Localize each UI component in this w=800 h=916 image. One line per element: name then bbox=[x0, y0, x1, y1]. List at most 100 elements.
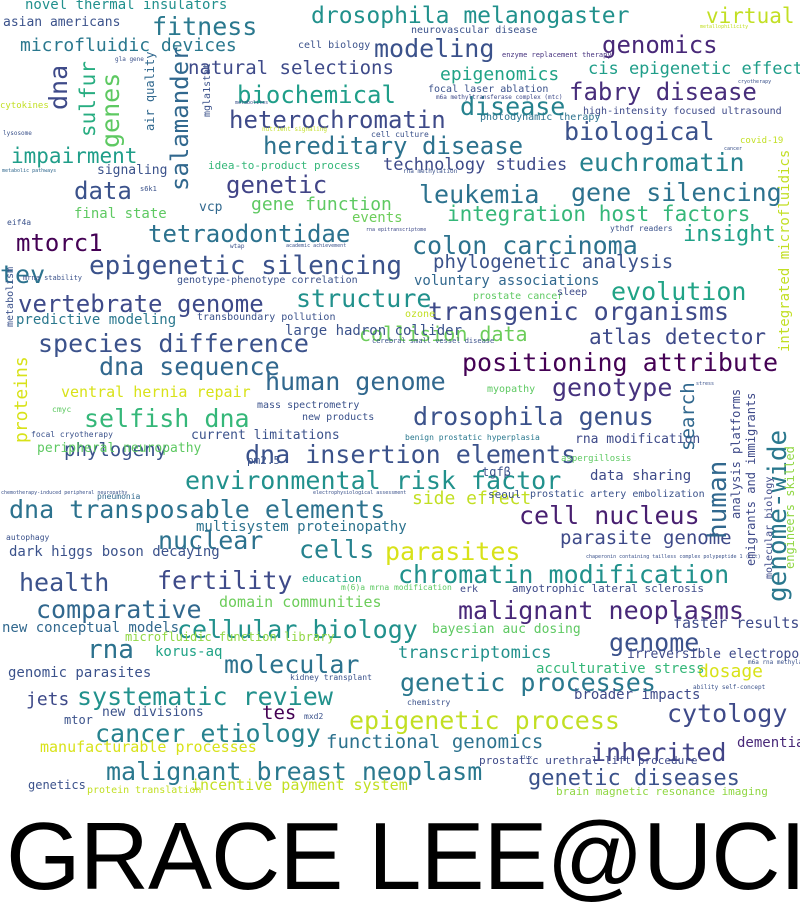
word: multisystem proteinopathy bbox=[196, 519, 407, 535]
word: data sharing bbox=[590, 468, 692, 484]
word: tev bbox=[0, 260, 46, 289]
word: genotype bbox=[552, 373, 673, 402]
word: air quality bbox=[143, 51, 157, 131]
word: metabolic pathways bbox=[2, 168, 57, 174]
word: cell culture bbox=[371, 130, 429, 139]
word: events bbox=[352, 210, 403, 226]
word: collision data bbox=[359, 322, 528, 346]
word: dna transposable elements bbox=[9, 495, 386, 524]
word: cellular biology bbox=[177, 615, 418, 644]
word: transcriptomics bbox=[398, 643, 552, 663]
word: impairment bbox=[11, 144, 138, 168]
word: focal laser ablation bbox=[428, 84, 549, 95]
word: brain magnetic resonance imaging bbox=[556, 785, 768, 798]
word: dna bbox=[44, 64, 73, 110]
word: mtorc1 bbox=[16, 229, 103, 257]
word: cancer bbox=[724, 146, 743, 152]
word: jets bbox=[26, 689, 70, 710]
word: m(6)a mrna modification bbox=[341, 583, 452, 592]
word: cmyc bbox=[52, 405, 72, 414]
word: prostate cancer bbox=[473, 291, 564, 302]
word: fertility bbox=[157, 566, 293, 595]
word: rna methylation bbox=[403, 168, 458, 175]
word: lysosome bbox=[3, 130, 32, 137]
word: mgla1stat bbox=[202, 62, 213, 117]
word: positioning attribute bbox=[462, 348, 779, 377]
word: genetic bbox=[226, 171, 328, 199]
word: new products bbox=[302, 412, 375, 423]
word: colon carcinoma bbox=[412, 231, 638, 260]
word: phylogeny bbox=[64, 439, 167, 461]
word: atlas detector bbox=[589, 325, 767, 349]
word: genetic diseases bbox=[528, 766, 740, 791]
word: hereditary disease bbox=[263, 132, 524, 160]
word: faster results bbox=[673, 614, 800, 632]
word: modeling bbox=[374, 34, 495, 63]
word: cryotherapy bbox=[738, 79, 772, 85]
word: chromatin modification bbox=[398, 560, 730, 589]
word: asian americans bbox=[3, 15, 121, 30]
word: myopathy bbox=[487, 384, 536, 395]
word: health bbox=[19, 568, 110, 597]
word: peripheral neuropathy bbox=[37, 441, 202, 456]
word: epigenetic silencing bbox=[89, 251, 403, 281]
word: novel thermal insulators bbox=[25, 0, 228, 13]
word: genetics bbox=[28, 778, 86, 792]
word: human bbox=[703, 460, 733, 539]
word: prostatic urethral lift procedure bbox=[479, 754, 698, 767]
word: vcp bbox=[199, 200, 223, 215]
word: idea-to-product process bbox=[208, 159, 361, 172]
word: metabolites bbox=[235, 100, 269, 106]
word: human genome bbox=[265, 367, 446, 396]
word: epigenomics bbox=[440, 64, 560, 85]
word: search bbox=[677, 382, 699, 451]
word: protein translation bbox=[87, 785, 202, 796]
word: gla gene bbox=[115, 56, 144, 63]
word: drosophila melanogaster bbox=[311, 3, 630, 29]
word: acculturative stress bbox=[536, 661, 705, 677]
word: cell nucleus bbox=[519, 501, 700, 530]
word: cerebral small vessel disease bbox=[372, 337, 495, 345]
word: epigenetic process bbox=[349, 706, 620, 735]
word: side effect bbox=[412, 488, 532, 509]
word: biochemical bbox=[237, 81, 396, 109]
word: salamander bbox=[166, 46, 194, 192]
word: technology studies bbox=[383, 155, 568, 175]
word: nuclear bbox=[158, 526, 264, 555]
word: gene function bbox=[251, 194, 392, 215]
word: parasites bbox=[385, 537, 521, 566]
word: comparative bbox=[36, 595, 202, 624]
word: signaling bbox=[97, 163, 168, 178]
word: nutrient signaling bbox=[262, 126, 328, 133]
word: fitness bbox=[152, 12, 258, 41]
word: disease bbox=[460, 92, 566, 121]
word: eif4a bbox=[7, 218, 32, 227]
word: rna modification bbox=[575, 432, 701, 447]
word: euchromatin bbox=[579, 148, 745, 177]
word: benign prostatic hyperplasia bbox=[405, 433, 540, 442]
word: emigrants and immigrants bbox=[744, 392, 758, 566]
word: education bbox=[302, 572, 362, 585]
word: data bbox=[74, 177, 132, 205]
word: genotype-phenotype correlation bbox=[177, 275, 358, 286]
word: dna insertion elements bbox=[245, 440, 577, 469]
word: chemotherapy-induced peripheral neuropat… bbox=[1, 490, 128, 496]
word-cloud: novel thermal insulators fitness drosoph… bbox=[0, 0, 800, 798]
word: mtor bbox=[64, 713, 93, 727]
word: vertebrate genome bbox=[18, 290, 264, 318]
word: current limitations bbox=[191, 428, 340, 443]
word: environmental risk factor bbox=[185, 466, 562, 495]
word: systematic review bbox=[77, 682, 333, 711]
word: ythdf readers bbox=[610, 224, 673, 233]
word: pneumonia bbox=[97, 492, 141, 501]
word: neurovascular disease bbox=[411, 25, 538, 36]
word: selfish dna bbox=[84, 404, 250, 433]
word: amyotrophic lateral sclerosis bbox=[512, 582, 705, 595]
word: heterochromatin bbox=[229, 106, 446, 134]
word: broader impacts bbox=[574, 687, 701, 703]
word: tgfβ bbox=[482, 465, 511, 479]
word: species difference bbox=[38, 329, 309, 358]
word: cytology bbox=[667, 699, 788, 728]
word: cytokines bbox=[0, 101, 49, 111]
